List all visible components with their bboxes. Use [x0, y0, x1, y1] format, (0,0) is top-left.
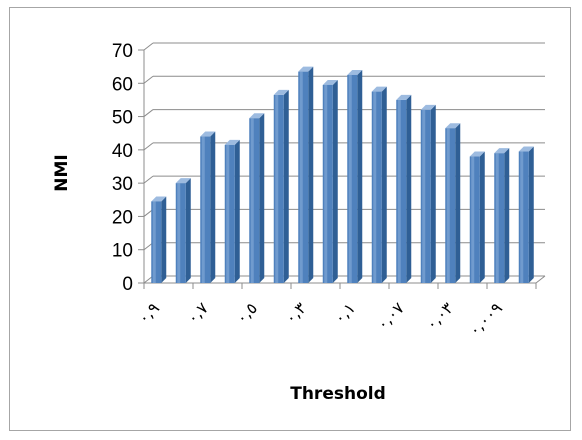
bar: [396, 94, 412, 283]
x-tick-label: ٠,١: [330, 298, 359, 327]
bar: [151, 196, 167, 283]
x-tick-label: ٠,٠٧: [373, 298, 409, 334]
x-axis-line-depth: [535, 275, 546, 284]
y-tick-label: 60: [112, 74, 133, 95]
x-axis-title: Threshold: [290, 384, 386, 404]
y-tick-label: 10: [112, 241, 133, 262]
gridline-side: [143, 175, 154, 184]
y-tick-label: 20: [112, 207, 133, 228]
x-tick-labels: ٠,٩ ٠,٧ ٠,٥ ٠,٣ ٠,١ ٠,٠٧ ٠,٠٣ ٠,٠٠٩: [134, 298, 506, 340]
gridline-side: [143, 109, 154, 117]
gridline-side: [143, 142, 154, 151]
bar: [175, 178, 191, 283]
bar: [445, 123, 461, 283]
x-tick-label: ٠,٠٠٩: [465, 298, 506, 339]
chart-frame: 0 10 20 30 40 50 60 70 ٠,٩ ٠,٧ ٠,٥ ٠,٣ ٠,١ ٠,٠٧ ٠,٠٣ ٠…: [9, 7, 571, 431]
bar: [200, 131, 216, 283]
bar: [469, 151, 485, 283]
y-tick-labels: 0 10 20 30 40 50 60 70: [112, 41, 133, 295]
x-tick-label: ٠,٠٣: [422, 298, 458, 334]
bar: [371, 86, 387, 283]
x-tick-label: ٠,٧: [183, 298, 212, 327]
bar: [518, 146, 534, 283]
bar: [224, 139, 240, 283]
y-tick-label: 50: [112, 108, 133, 129]
bar: [249, 113, 265, 283]
x-tick-label: ٠,٩: [134, 298, 163, 327]
x-tick-label: ٠,٣: [281, 298, 310, 327]
bar: [420, 104, 436, 284]
bar: [347, 69, 363, 283]
bar: [298, 66, 314, 283]
y-tick-label: 0: [122, 274, 133, 295]
y-axis-title: NMI: [52, 154, 72, 191]
bar-chart: 0 10 20 30 40 50 60 70 ٠,٩ ٠,٧ ٠,٥ ٠,٣ ٠,١ ٠,٠٧ ٠,٠٣ ٠…: [52, 41, 546, 404]
x-tick-label: ٠,٥: [232, 298, 261, 327]
gridline-side: [143, 42, 154, 51]
bars: [151, 66, 534, 284]
y-tick-label: 40: [112, 141, 133, 162]
bar: [273, 89, 289, 283]
bar: [322, 79, 338, 283]
y-tick-label: 30: [112, 174, 133, 195]
y-tick-label: 70: [112, 41, 133, 62]
gridline-side: [143, 75, 154, 84]
bar: [494, 148, 510, 283]
